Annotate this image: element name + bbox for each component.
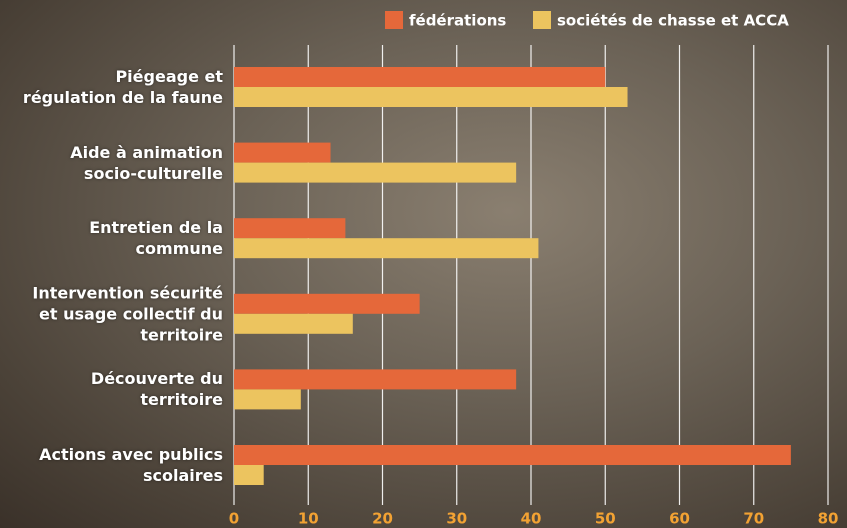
x-tick-label: 20 bbox=[372, 510, 393, 528]
bar bbox=[234, 163, 516, 183]
bar bbox=[234, 87, 628, 107]
legend-swatch bbox=[385, 11, 403, 29]
bar bbox=[234, 465, 264, 485]
legend-swatch bbox=[533, 11, 551, 29]
bar bbox=[234, 67, 605, 87]
bar bbox=[234, 314, 353, 334]
x-tick-label: 40 bbox=[521, 510, 542, 528]
x-tick-label: 70 bbox=[743, 510, 764, 528]
y-tick-label: Piégeage et régulation de la faune bbox=[18, 66, 223, 108]
y-tick-label: Entretien de la commune bbox=[18, 217, 223, 259]
bar bbox=[234, 389, 301, 409]
x-tick-label: 60 bbox=[669, 510, 690, 528]
legend-label: sociétés de chasse et ACCA bbox=[557, 12, 789, 30]
x-tick-label: 80 bbox=[818, 510, 839, 528]
legend-label: fédérations bbox=[409, 12, 506, 30]
chart: 0 10 20 30 40 50 60 70 80 fédérations sociétés de … bbox=[0, 0, 847, 528]
bar bbox=[234, 294, 420, 314]
bar bbox=[234, 445, 791, 465]
y-tick-label: Découverte du territoire bbox=[18, 368, 223, 410]
bar bbox=[234, 218, 345, 238]
y-tick-label: Aide à animation socio-culturelle bbox=[18, 142, 223, 184]
x-tick-label: 30 bbox=[446, 510, 467, 528]
y-tick-label: Intervention sécurité et usage collectif… bbox=[18, 282, 223, 345]
x-tick-label: 10 bbox=[298, 510, 319, 528]
bar bbox=[234, 369, 516, 389]
x-tick-label: 50 bbox=[595, 510, 616, 528]
bar bbox=[234, 238, 538, 258]
y-tick-label: Actions avec publics scolaires bbox=[18, 444, 223, 486]
x-tick-label: 0 bbox=[229, 510, 239, 528]
bar bbox=[234, 143, 331, 163]
